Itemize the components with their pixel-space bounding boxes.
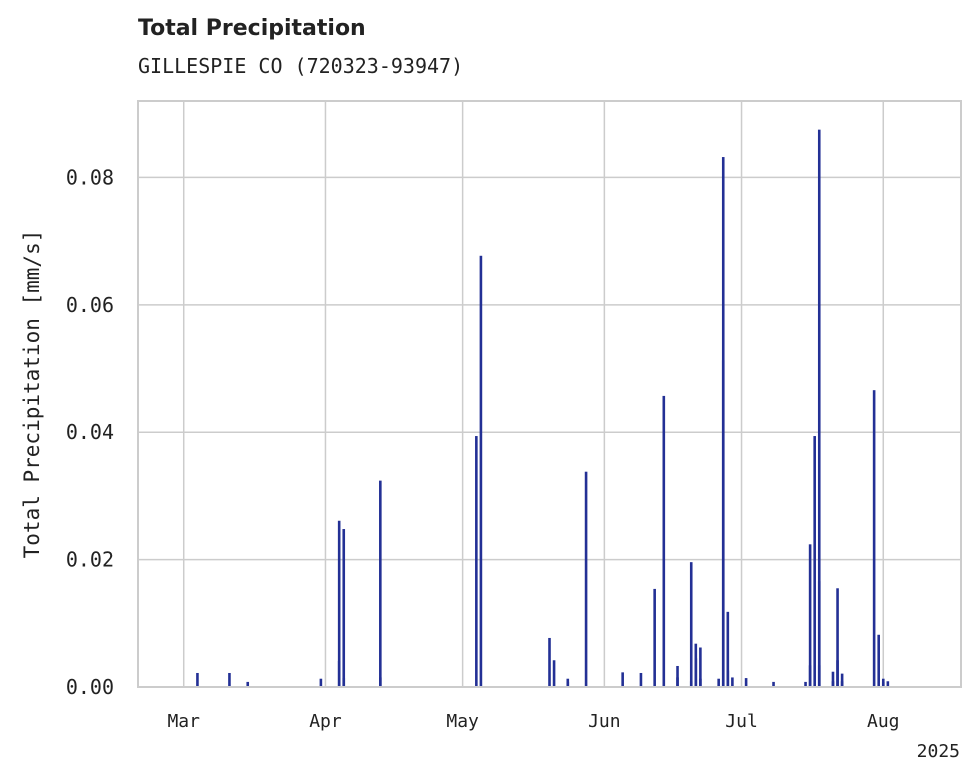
precip-bar [817, 581, 821, 687]
chart-subtitle: GILLESPIE CO (720323-93947) [138, 54, 464, 78]
precip-bar [319, 678, 323, 687]
precip-bar [479, 255, 483, 687]
precip-bar [689, 562, 693, 687]
precip-bar [639, 672, 643, 687]
y-tick-label: 0.02 [66, 548, 114, 572]
precip-bar [475, 436, 478, 687]
precip-bar [817, 129, 821, 688]
precip-bar [337, 520, 341, 687]
precip-bar [886, 681, 890, 687]
x-tick-label: Jul [725, 711, 758, 732]
precip-bar [653, 588, 656, 687]
y-tick-labels: 0.00 0.02 0.04 0.06 0.08 [66, 165, 114, 699]
y-tick-label: 0.04 [66, 420, 114, 444]
precip-bar [228, 672, 231, 687]
precip-bar [662, 395, 666, 687]
year-label: 2025 [917, 741, 960, 762]
precip-bar [196, 672, 199, 687]
precip-bar [548, 637, 551, 687]
precip-bar [721, 360, 725, 687]
precip-bar [379, 677, 382, 687]
precip-bar [804, 681, 807, 687]
precip-bar [726, 611, 730, 687]
precip-bar [694, 643, 698, 687]
x-tick-label: Jun [588, 711, 621, 732]
precip-bar [689, 681, 693, 687]
precip-bar [881, 678, 885, 687]
precip-bar [342, 678, 346, 687]
chart-title: Total Precipitation [138, 16, 366, 41]
y-tick-label: 0.06 [66, 293, 114, 317]
plot-frame [137, 100, 962, 688]
precip-bar [337, 660, 341, 687]
precip-bar [817, 665, 821, 687]
precip-bar [584, 471, 588, 687]
x-tick-label: May [446, 711, 479, 732]
precip-bar [699, 678, 702, 687]
precip-bar [877, 634, 880, 687]
precip-bar [552, 660, 556, 687]
precip-bar [379, 480, 382, 687]
precip-bar [621, 672, 624, 687]
y-tick-label: 0.08 [66, 165, 114, 189]
precip-bar [699, 647, 702, 687]
precip-bar [731, 677, 734, 687]
precip-bar [676, 677, 679, 687]
precip-bar [566, 681, 570, 687]
precip-bar [246, 681, 250, 687]
precip-bar [872, 390, 876, 687]
precip-bar [840, 673, 844, 687]
precip-bar [836, 588, 839, 687]
precip-bar [808, 665, 812, 687]
precip-bar [831, 671, 835, 687]
precip-bar [342, 529, 346, 687]
precip-bar [772, 681, 775, 687]
x-tick-label: Mar [167, 711, 200, 732]
x-tick-label: Aug [867, 711, 900, 732]
bar-series [196, 129, 890, 688]
precip-bar [744, 678, 748, 687]
y-tick-label: 0.00 [66, 675, 114, 699]
x-tick-labels: Mar Apr May Jun Jul Aug [167, 711, 899, 732]
precip-bar [813, 436, 816, 687]
precip-bar [676, 665, 679, 687]
precip-bar [808, 544, 812, 687]
precip-bar [717, 678, 720, 687]
precip-bar [726, 670, 730, 687]
y-axis-label: Total Precipitation [mm/s] [20, 230, 44, 559]
x-tick-label: Apr [309, 711, 342, 732]
